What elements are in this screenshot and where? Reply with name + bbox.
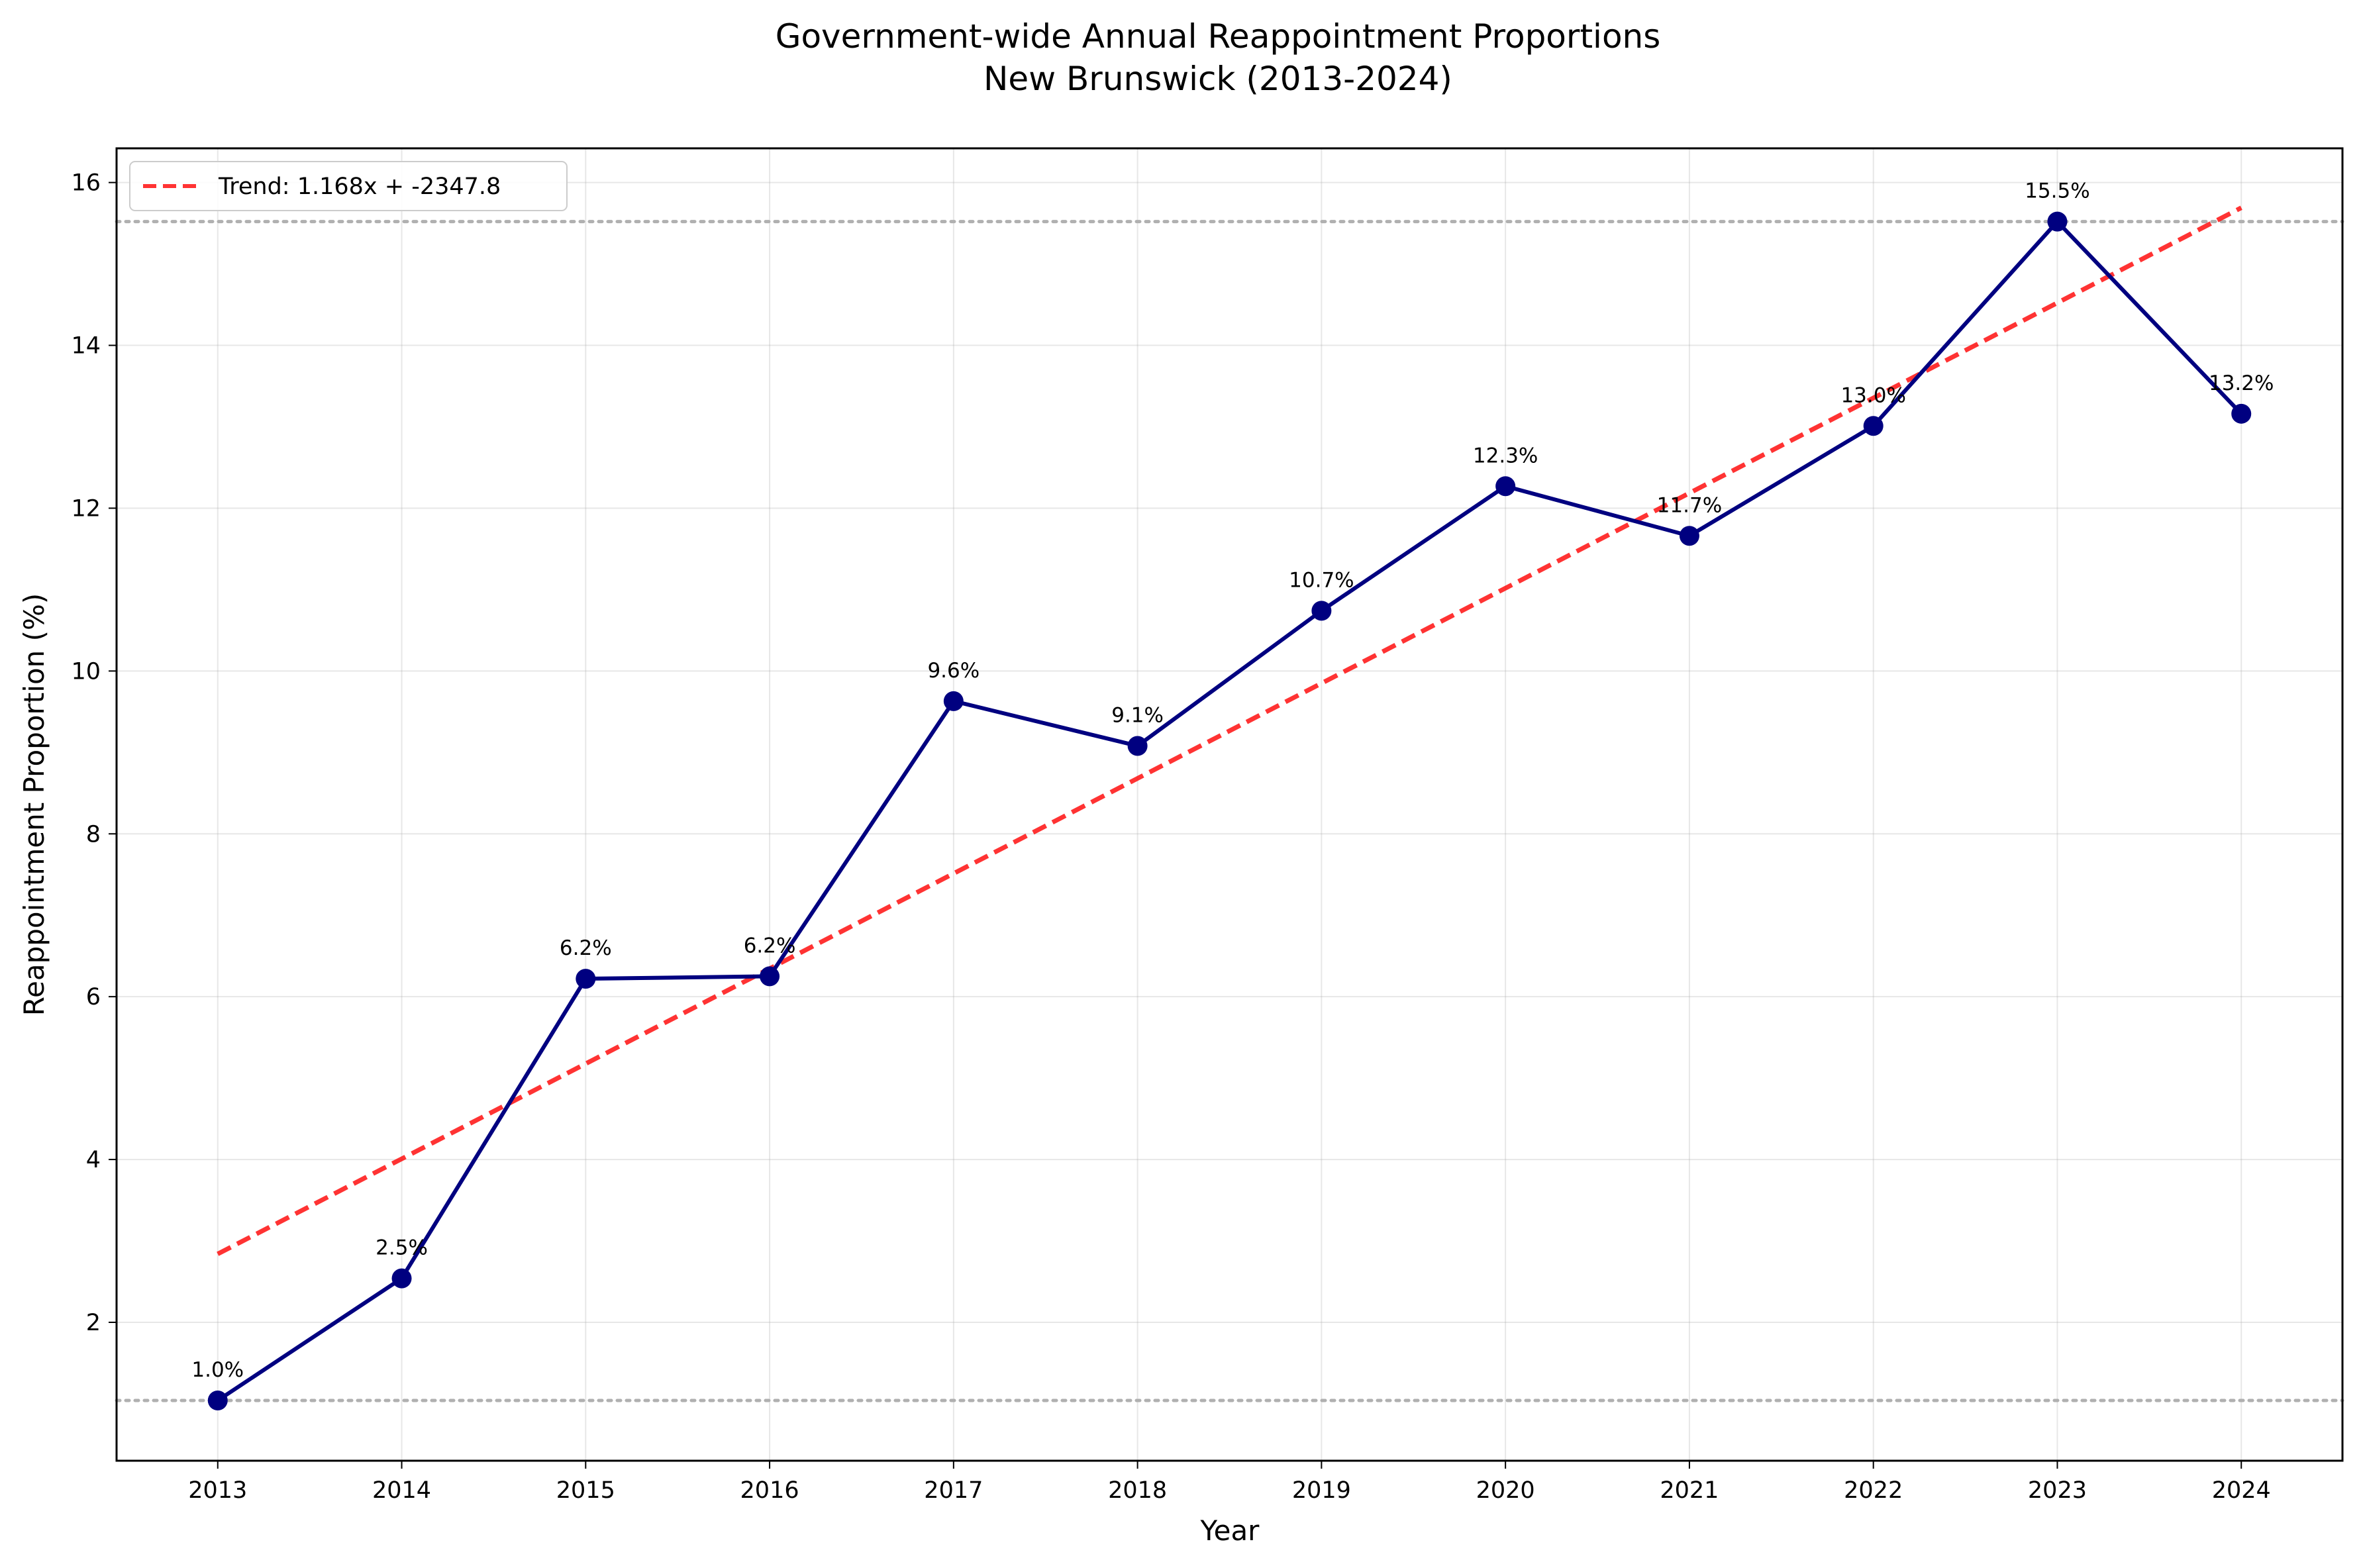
legend-trend-label: Trend: 1.168x + -2347.8 (218, 173, 501, 200)
data-point (1679, 526, 1699, 546)
data-point (576, 969, 596, 989)
x-axis-label: Year (1200, 1514, 1260, 1547)
y-axis-label: Reappointment Proportion (%) (18, 593, 50, 1016)
data-label: 9.1% (1111, 703, 1164, 727)
trend-layer (217, 205, 2242, 1256)
data-labels: 1.0% 2.5% 6.2% 6.2% 9.6% 9.1% 10.7% 12.3% 11.7% 1… (191, 179, 2274, 1382)
data-label: 11.7% (1657, 493, 1722, 517)
data-point (1495, 476, 1516, 497)
y-tick-label: 4 (86, 1147, 101, 1173)
data-label: 12.3% (1473, 444, 1538, 467)
data-label: 10.7% (1289, 568, 1354, 592)
trend-line (217, 205, 2242, 1256)
x-tick-label: 2022 (1844, 1477, 1903, 1504)
series-layer (207, 211, 2252, 1411)
y-tick-label: 6 (86, 984, 101, 1010)
series-line (217, 219, 2243, 1402)
data-label: 1.0% (191, 1358, 244, 1382)
data-point (207, 1391, 228, 1411)
data-label: 15.5% (2025, 179, 2089, 203)
data-label: 6.2% (744, 934, 796, 957)
reference-lines (115, 220, 2344, 1402)
y-tick-label: 12 (71, 495, 101, 522)
x-tick-label: 2024 (2212, 1477, 2271, 1504)
data-point (2231, 403, 2252, 424)
x-tick-label: 2019 (1292, 1477, 1351, 1504)
plot-frame (115, 147, 2344, 1462)
y-tick-label: 10 (71, 658, 101, 685)
x-tick-label: 2015 (556, 1477, 615, 1504)
data-point (1127, 736, 1148, 756)
data-label: 13.2% (2209, 371, 2274, 395)
x-tick-label: 2018 (1108, 1477, 1167, 1504)
x-tick-label: 2014 (372, 1477, 431, 1504)
x-tick-label: 2021 (1660, 1477, 1719, 1504)
data-point (2047, 211, 2068, 232)
legend: Trend: 1.168x + -2347.8 (129, 161, 568, 211)
chart-subtitle: New Brunswick (2013-2024) (983, 60, 1452, 98)
y-tick-label: 14 (71, 333, 101, 360)
data-point (1311, 601, 1332, 621)
data-label: 13.0% (1840, 383, 1905, 407)
x-axis-ticks: 2013 2014 2015 2016 2017 2018 2019 2020 2021 2022… (188, 1461, 2271, 1504)
y-tick-label: 2 (86, 1310, 101, 1336)
data-label: 6.2% (560, 936, 612, 960)
data-point (760, 966, 780, 987)
y-tick-label: 8 (86, 821, 101, 848)
data-label: 2.5% (376, 1236, 428, 1260)
y-axis-ticks: 2 4 6 8 10 12 14 16 (71, 170, 117, 1336)
legend-box (129, 161, 568, 211)
x-tick-label: 2016 (740, 1477, 799, 1504)
x-tick-label: 2023 (2028, 1477, 2087, 1504)
y-tick-label: 16 (71, 170, 101, 197)
x-tick-label: 2017 (924, 1477, 983, 1504)
data-point (391, 1268, 412, 1289)
grid (117, 148, 2342, 1461)
data-point (943, 691, 964, 711)
x-tick-label: 2013 (188, 1477, 247, 1504)
x-tick-label: 2020 (1476, 1477, 1535, 1504)
data-point (1863, 416, 1884, 436)
chart-title: Government-wide Annual Reappointment Pro… (776, 17, 1661, 56)
data-label: 9.6% (927, 659, 980, 683)
